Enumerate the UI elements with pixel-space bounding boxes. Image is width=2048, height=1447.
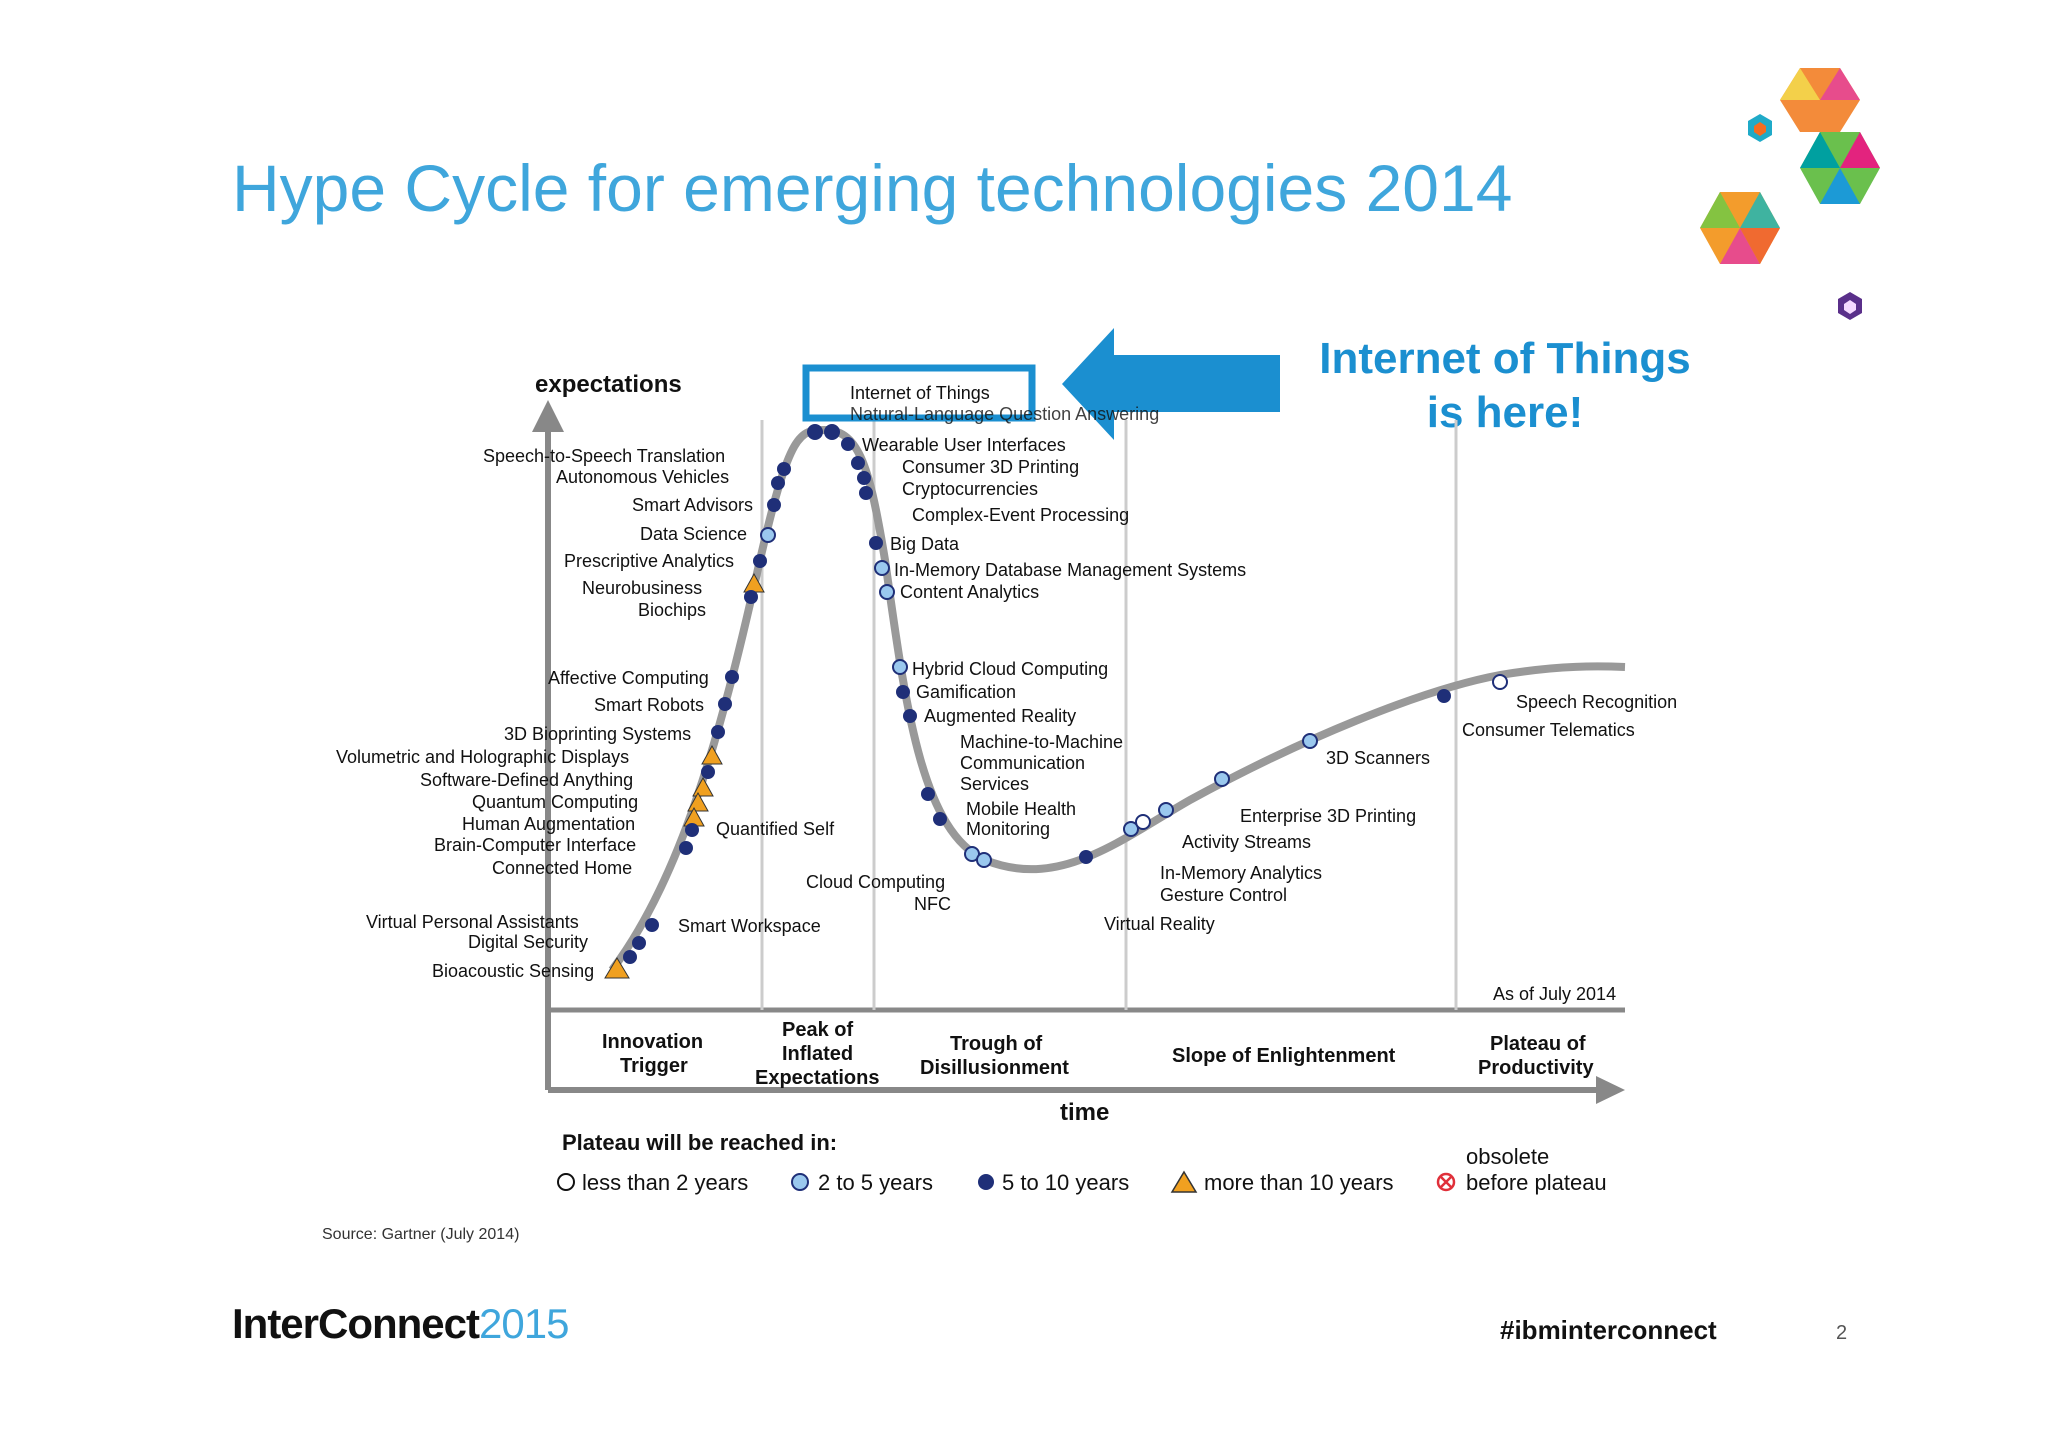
svg-text:In-Memory Database Management: In-Memory Database Management Systems	[894, 560, 1246, 580]
callout-line2: is here!	[1426, 388, 1584, 437]
svg-text:3D Bioprinting Systems: 3D Bioprinting Systems	[504, 724, 691, 744]
svg-text:Neurobusiness: Neurobusiness	[582, 578, 702, 598]
svg-text:Services: Services	[960, 774, 1029, 794]
svg-text:Data Science: Data Science	[640, 524, 747, 544]
svg-text:Disillusionment: Disillusionment	[920, 1057, 1069, 1079]
svg-text:Bioacoustic Sensing: Bioacoustic Sensing	[432, 961, 594, 981]
svg-text:Natural-Language Question Answ: Natural-Language Question Answering	[850, 404, 1159, 424]
phase-label-slope: Slope of Enlightenment	[1172, 1045, 1396, 1067]
svg-text:Software-Defined Anything: Software-Defined Anything	[420, 770, 633, 790]
svg-text:Brain-Computer Interface: Brain-Computer Interface	[434, 835, 636, 855]
y-axis-arrow	[532, 400, 564, 432]
svg-text:Human Augmentation: Human Augmentation	[462, 814, 635, 834]
svg-text:Hybrid Cloud Computing: Hybrid Cloud Computing	[912, 659, 1108, 679]
svg-text:Trough of: Trough of	[950, 1033, 1043, 1055]
svg-text:less than 2 years: less than 2 years	[582, 1170, 748, 1195]
svg-text:Innovation: Innovation	[602, 1031, 703, 1053]
svg-text:Inflated: Inflated	[782, 1043, 853, 1065]
svg-text:Volumetric and Holographic Dis: Volumetric and Holographic Displays	[336, 747, 629, 767]
svg-text:Machine-to-Machine: Machine-to-Machine	[960, 732, 1123, 752]
page-number: 2	[1836, 1322, 1848, 1344]
legend-title: Plateau will be reached in:	[562, 1130, 837, 1155]
hexagon-logo-icon	[1700, 68, 1880, 320]
svg-text:Virtual Personal Assistants: Virtual Personal Assistants	[366, 912, 579, 932]
svg-text:Gamification: Gamification	[916, 682, 1016, 702]
svg-text:NFC: NFC	[914, 894, 951, 914]
svg-text:Connected Home: Connected Home	[492, 858, 632, 878]
svg-text:Quantified Self: Quantified Self	[716, 819, 835, 839]
svg-text:Consumer Telematics: Consumer Telematics	[1462, 720, 1635, 740]
svg-text:3D Scanners: 3D Scanners	[1326, 748, 1430, 768]
slide-title: Hype Cycle for emerging technologies 201…	[232, 151, 1513, 225]
svg-text:obsolete: obsolete	[1466, 1144, 1549, 1169]
svg-text:Autonomous Vehicles: Autonomous Vehicles	[556, 467, 729, 487]
svg-text:Content Analytics: Content Analytics	[900, 582, 1039, 602]
svg-text:Prescriptive Analytics: Prescriptive Analytics	[564, 551, 734, 571]
svg-text:Speech Recognition: Speech Recognition	[1516, 692, 1677, 712]
left-arrow-icon	[1062, 328, 1280, 440]
svg-text:Digital Security: Digital Security	[468, 932, 588, 952]
interconnect-logo: InterConnect2015	[232, 1300, 569, 1348]
svg-text:2 to 5 years: 2 to 5 years	[818, 1170, 933, 1195]
svg-text:Complex-Event Processing: Complex-Event Processing	[912, 505, 1129, 525]
brand-name: InterConnect	[232, 1300, 480, 1347]
svg-text:5 to 10 years: 5 to 10 years	[1002, 1170, 1129, 1195]
as-of-label: As of July 2014	[1493, 984, 1616, 1004]
iot-callout: Internet of Things is here!	[1290, 332, 1720, 440]
svg-text:Plateau of: Plateau of	[1490, 1033, 1586, 1055]
hashtag: #ibminterconnect	[1500, 1315, 1717, 1345]
x-axis-arrow	[1596, 1076, 1625, 1104]
svg-text:Virtual Reality: Virtual Reality	[1104, 914, 1215, 934]
svg-text:Speech-to-Speech Translation: Speech-to-Speech Translation	[483, 446, 725, 466]
svg-text:Internet of Things: Internet of Things	[850, 383, 990, 403]
legend-items: less than 2 years 2 to 5 years 5 to 10 y…	[557, 1144, 1607, 1195]
svg-text:Activity Streams: Activity Streams	[1182, 832, 1311, 852]
callout-line1: Internet of Things	[1319, 334, 1691, 383]
svg-text:Big Data: Big Data	[890, 534, 960, 554]
brand-year: 2015	[479, 1300, 569, 1347]
svg-text:Cloud Computing: Cloud Computing	[806, 872, 945, 892]
svg-text:more than 10 years: more than 10 years	[1204, 1170, 1394, 1195]
svg-text:Smart Workspace: Smart Workspace	[678, 916, 821, 936]
svg-text:Expectations: Expectations	[755, 1067, 879, 1089]
svg-text:Cryptocurrencies: Cryptocurrencies	[902, 479, 1038, 499]
svg-text:Consumer 3D Printing: Consumer 3D Printing	[902, 457, 1079, 477]
svg-text:Monitoring: Monitoring	[966, 819, 1050, 839]
svg-text:Gesture Control: Gesture Control	[1160, 885, 1287, 905]
iot-highlight-box	[802, 364, 1036, 422]
x-axis-label: time	[1060, 1099, 1109, 1126]
y-axis-label: expectations	[535, 371, 682, 398]
svg-text:Communication: Communication	[960, 753, 1085, 773]
svg-text:Quantum Computing: Quantum Computing	[472, 792, 638, 812]
svg-text:Smart Advisors: Smart Advisors	[632, 495, 753, 515]
svg-text:Smart Robots: Smart Robots	[594, 695, 704, 715]
svg-text:Augmented Reality: Augmented Reality	[924, 706, 1076, 726]
svg-text:Wearable User Interfaces: Wearable User Interfaces	[862, 435, 1066, 455]
source-note: Source: Gartner (July 2014)	[322, 1226, 520, 1243]
svg-text:Mobile Health: Mobile Health	[966, 799, 1076, 819]
svg-text:Enterprise 3D Printing: Enterprise 3D Printing	[1240, 806, 1416, 826]
svg-text:Peak of: Peak of	[782, 1019, 853, 1041]
svg-text:In-Memory Analytics: In-Memory Analytics	[1160, 863, 1322, 883]
svg-text:Affective Computing: Affective Computing	[548, 668, 709, 688]
svg-text:Biochips: Biochips	[638, 600, 706, 620]
svg-text:Trigger: Trigger	[620, 1055, 688, 1077]
svg-text:Productivity: Productivity	[1478, 1057, 1594, 1079]
svg-text:before plateau: before plateau	[1466, 1170, 1607, 1195]
